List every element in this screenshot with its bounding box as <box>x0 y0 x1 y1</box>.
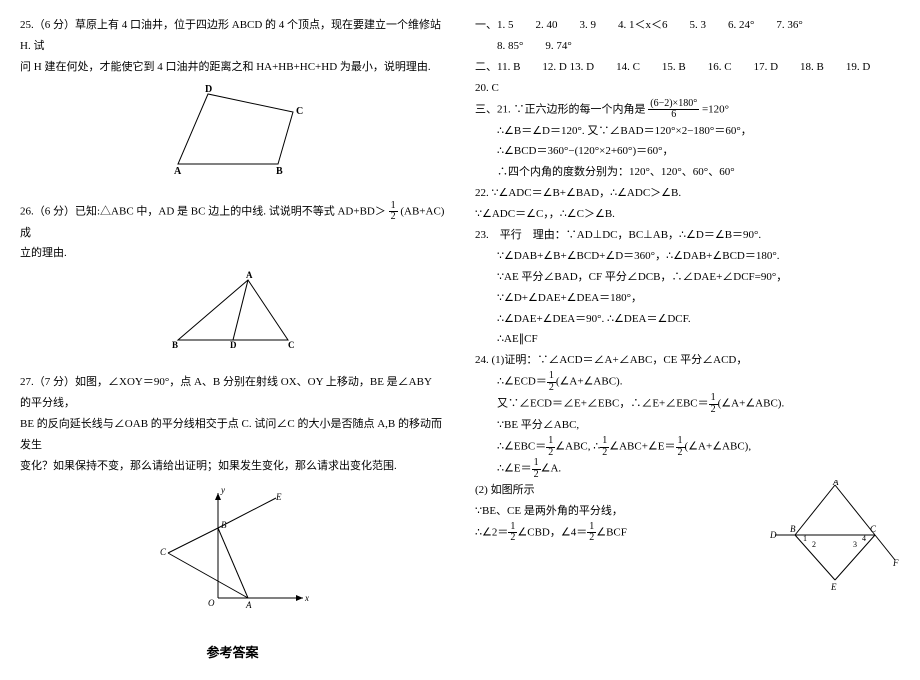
answers-q24h: ∵BE、CE 是两外角的平分线， <box>475 501 758 522</box>
answers-q22a: 22. ∵∠ADC＝∠B+∠BAD，∴∠ADC＞∠B. <box>475 183 900 204</box>
answers-q23f: ∴AE∥CF <box>475 329 900 350</box>
diamond-figure-icon: A B C D E F 1 2 3 4 <box>770 480 900 590</box>
svg-text:4: 4 <box>862 534 866 543</box>
right-column: 一、1. 5 2. 40 3. 9 4. 1＜x＜6 5. 3 6. 24° 7… <box>475 15 900 665</box>
answers-q23a: 23. 平行 理由：∵AD⊥DC，BC⊥AB，∴∠D＝∠B＝90°. <box>475 225 900 246</box>
answers-q24e: ∴∠EBC＝12∠ABC, ∴12∠ABC+∠E＝12(∠A+∠ABC), <box>475 436 900 458</box>
answers-q21: 三、21. ∵正六边形的每一个内角是 (6−2)×180°6 =120° <box>475 99 900 121</box>
answers-section-2: 二、11. B 12. D 13. D 14. C 15. B 16. C 17… <box>475 57 900 99</box>
answers-q24f: ∴∠E＝12∠A. <box>475 458 900 480</box>
answers-q23c: ∵AE 平分∠BAD，CF 平分∠DCB，∴∠DAE+∠DCF=90°， <box>475 267 900 288</box>
svg-text:B: B <box>276 166 283 177</box>
svg-text:A: A <box>246 270 253 280</box>
q25-line1: 25.（6 分）草原上有 4 口油井，位于四边形 ABCD 的 4 个顶点，现在… <box>20 15 445 57</box>
answers-q24g: (2) 如图所示 <box>475 480 758 501</box>
q27-line2: BE 的反向延长线与∠OAB 的平分线相交于点 C. 试问∠C 的大小是否随点 … <box>20 414 445 456</box>
axes-xoy-icon: y x O A B C E <box>148 483 318 613</box>
q25-line2: 问 H 建在何处，才能使它到 4 口油井的距离之和 HA+HB+HC+HD 为最… <box>20 57 445 78</box>
svg-text:A: A <box>832 480 839 487</box>
triangle-abc-icon: A B D C <box>158 270 308 350</box>
answers-title: 参考答案 <box>20 641 445 666</box>
svg-text:E: E <box>830 582 837 590</box>
svg-text:A: A <box>174 166 182 177</box>
svg-text:C: C <box>296 106 303 117</box>
page: 25.（6 分）草原上有 4 口油井，位于四边形 ABCD 的 4 个顶点，现在… <box>20 15 900 665</box>
svg-text:E: E <box>275 492 282 502</box>
svg-text:x: x <box>304 593 309 603</box>
answers-q24b: ∴∠ECD＝12(∠A+∠ABC). <box>475 371 900 393</box>
svg-text:B: B <box>172 340 178 350</box>
answers-q24c: 又∵∠ECD＝∠E+∠EBC，∴∠E+∠EBC＝12(∠A+∠ABC). <box>475 393 900 415</box>
svg-text:C: C <box>870 524 877 534</box>
svg-text:1: 1 <box>803 534 807 543</box>
svg-text:y: y <box>220 485 225 495</box>
svg-text:2: 2 <box>812 540 816 549</box>
fraction-half: 12 <box>389 201 398 223</box>
answers-q24a: 24. (1)证明：∵∠ACD＝∠A+∠ABC，CE 平分∠ACD， <box>475 350 900 371</box>
answers-q23e: ∴∠DAE+∠DEA＝90°. ∴∠DEA＝∠DCF. <box>475 309 900 330</box>
answers-section-1: 一、1. 5 2. 40 3. 9 4. 1＜x＜6 5. 3 6. 24° 7… <box>475 15 900 36</box>
question-26: 26.（6 分）已知:△ABC 中，AD 是 BC 边上的中线. 试说明不等式 … <box>20 201 445 359</box>
question-25: 25.（6 分）草原上有 4 口油井，位于四边形 ABCD 的 4 个顶点，现在… <box>20 15 445 187</box>
svg-text:B: B <box>790 524 796 534</box>
svg-text:A: A <box>245 600 252 610</box>
q26-figure: A B D C <box>20 270 445 358</box>
q24-figure: A B C D E F 1 2 3 4 <box>770 480 900 598</box>
quad-abcd-icon: A B C D <box>148 84 318 179</box>
q21-l1: ∴∠B＝∠D＝120°. 又∵∠BAD＝120°×2−180°＝60°， <box>475 121 900 142</box>
svg-text:3: 3 <box>853 540 857 549</box>
q24-part2-text: (2) 如图所示 ∵BE、CE 是两外角的平分线， ∴∠2＝12∠CBD，∠4＝… <box>475 480 758 544</box>
answers-q24i: ∴∠2＝12∠CBD，∠4＝12∠BCF <box>475 522 758 544</box>
svg-text:D: D <box>205 84 212 95</box>
svg-text:C: C <box>288 340 295 350</box>
question-27: 27.（7 分）如图，∠XOY＝90°，点 A、B 分别在射线 OX、OY 上移… <box>20 372 445 620</box>
svg-text:B: B <box>221 520 227 530</box>
svg-text:O: O <box>208 598 215 608</box>
answers-q23b: ∵∠DAB+∠B+∠BCD+∠D＝360°，∴∠DAB+∠BCD＝180°. <box>475 246 900 267</box>
answers-section-1b: 8. 85° 9. 74° <box>475 36 900 57</box>
q25-figure: A B C D <box>20 84 445 187</box>
svg-text:F: F <box>892 558 899 568</box>
answers-q24d: ∵BE 平分∠ABC, <box>475 415 900 436</box>
q21-l2: ∴∠BCD＝360°−(120°×2+60°)＝60°， <box>475 141 900 162</box>
answers-q24-part2: (2) 如图所示 ∵BE、CE 是两外角的平分线， ∴∠2＝12∠CBD，∠4＝… <box>475 480 900 598</box>
svg-text:D: D <box>770 530 777 540</box>
q26-line1: 26.（6 分）已知:△ABC 中，AD 是 BC 边上的中线. 试说明不等式 … <box>20 201 445 244</box>
answers-q22b: ∵∠ADC＝∠C，，∴∠C＞∠B. <box>475 204 900 225</box>
q27-line3: 变化？如果保持不变，那么请给出证明；如果发生变化，那么请求出变化范围. <box>20 456 445 477</box>
q26-line2: 立的理由. <box>20 243 445 264</box>
svg-text:C: C <box>160 547 167 557</box>
q27-line1: 27.（7 分）如图，∠XOY＝90°，点 A、B 分别在射线 OX、OY 上移… <box>20 372 445 414</box>
q21-l3: ∴四个内角的度数分别为：120°、120°、60°、60° <box>475 162 900 183</box>
svg-text:D: D <box>230 340 237 350</box>
answers-q23d: ∵∠D+∠DAE+∠DEA＝180°， <box>475 288 900 309</box>
q27-figure: y x O A B C E <box>20 483 445 621</box>
fraction-hex: (6−2)×180°6 <box>648 99 699 121</box>
left-column: 25.（6 分）草原上有 4 口油井，位于四边形 ABCD 的 4 个顶点，现在… <box>20 15 445 665</box>
